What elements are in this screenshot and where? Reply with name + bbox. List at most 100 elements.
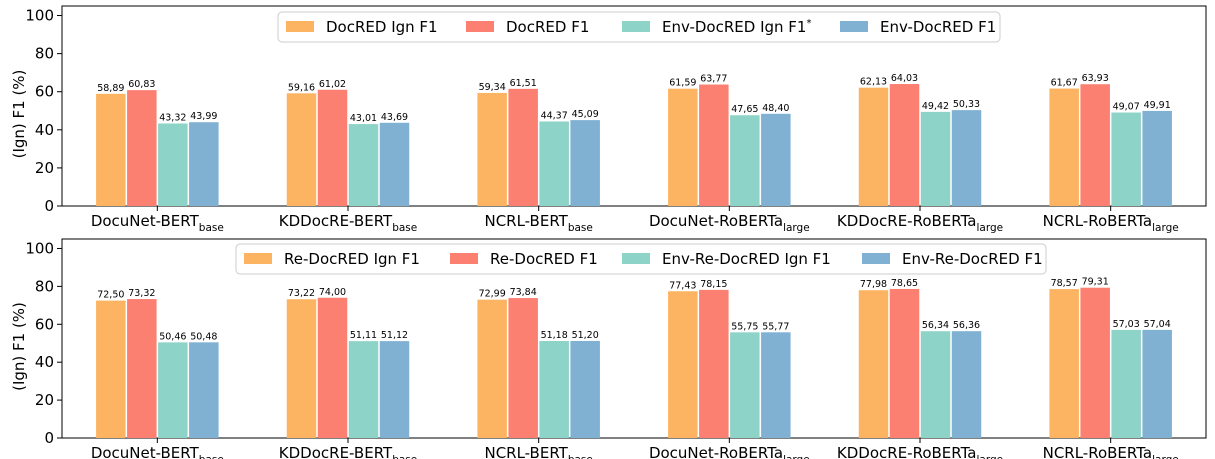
legend-label: Re-DocRED F1: [490, 250, 598, 268]
data-label: 56,36: [953, 320, 980, 331]
y-tick-label: 0: [44, 429, 54, 447]
legend-swatch: [466, 21, 494, 32]
bar: [127, 90, 157, 206]
bar: [858, 87, 889, 206]
category-label: NCRL-RoBERTalarge: [1043, 444, 1179, 459]
data-label: 61,02: [319, 79, 346, 90]
bar: [570, 120, 600, 206]
legend-swatch: [622, 21, 650, 32]
bar: [508, 298, 538, 438]
bar: [348, 124, 379, 206]
bar: [127, 299, 157, 438]
y-tick-label: 20: [35, 391, 54, 409]
data-label: 49,07: [1113, 102, 1140, 113]
bar: [920, 331, 951, 438]
bar: [889, 288, 920, 438]
data-label: 63,77: [700, 74, 727, 85]
data-label: 51,12: [381, 330, 408, 341]
bar: [1111, 112, 1141, 206]
bar: [858, 290, 889, 438]
bar: [1049, 289, 1079, 438]
bar: [920, 111, 951, 206]
bar: [730, 332, 760, 438]
y-axis-title: (Ign) F1 (%): [10, 302, 28, 391]
bar: [96, 93, 126, 206]
bar: [1080, 287, 1110, 438]
data-label: 57,03: [1113, 319, 1140, 330]
y-tick-label: 80: [35, 277, 54, 295]
y-tick-label: 60: [35, 83, 54, 101]
bar: [761, 332, 791, 438]
chart-top: 0 20 40 60 80 100 (Ign) F1 (%) 58,89 60,83 43,32 4…: [10, 5, 1207, 234]
bar: [1142, 329, 1172, 438]
data-label: 60,83: [128, 79, 155, 90]
bar: [96, 300, 126, 438]
data-label: 48,40: [762, 103, 789, 114]
bar: [286, 299, 317, 438]
data-label: 61,67: [1051, 78, 1078, 89]
data-label: 62,13: [860, 77, 887, 88]
data-label: 50,48: [190, 331, 217, 342]
legend-swatch: [862, 253, 890, 264]
legend-label: Re-DocRED Ign F1: [284, 250, 420, 268]
bar: [539, 121, 569, 206]
bar: [539, 341, 569, 438]
data-label: 51,20: [572, 330, 599, 341]
bar: [570, 340, 600, 438]
data-label: 44,37: [541, 110, 568, 121]
data-label: 43,32: [159, 112, 186, 123]
data-label: 63,93: [1082, 73, 1109, 84]
data-label: 61,59: [669, 78, 696, 89]
data-label: 57,04: [1144, 319, 1171, 330]
bar: [889, 84, 920, 206]
data-label: 59,16: [288, 82, 315, 93]
bar: [189, 342, 219, 438]
data-label: 50,33: [953, 99, 980, 110]
legend: DocRED Ign F1 DocRED F1 Env-DocRED Ign F1*…: [277, 11, 1001, 43]
bar: [951, 331, 982, 438]
data-label: 78,57: [1051, 278, 1078, 289]
category-label: NCRL-RoBERTalarge: [1043, 212, 1179, 234]
category-label: NCRL-BERTbase: [484, 212, 592, 234]
legend-label: Env-DocRED F1: [880, 18, 996, 36]
bar: [189, 122, 219, 206]
category-label: DocuNet-BERTbase: [91, 212, 224, 234]
category-label: DocuNet-BERTbase: [91, 444, 224, 459]
data-label: 56,34: [922, 320, 949, 331]
y-axis-title: (Ign) F1 (%): [10, 70, 28, 159]
data-label: 51,18: [541, 330, 568, 341]
bar: [951, 110, 982, 206]
bar: [668, 291, 698, 438]
bar: [761, 113, 791, 206]
legend-label: Env-Re-DocRED F1: [902, 250, 1043, 268]
category-label: DocuNet-RoBERTalarge: [649, 444, 810, 459]
data-label: 77,43: [669, 280, 696, 291]
data-label: 78,15: [700, 279, 727, 290]
bar: [699, 289, 729, 438]
bar: [1049, 88, 1079, 206]
data-label: 79,31: [1082, 277, 1109, 288]
data-label: 49,91: [1144, 100, 1171, 111]
bar: [1142, 110, 1172, 206]
data-label: 50,46: [159, 331, 186, 342]
legend-swatch: [622, 253, 650, 264]
bar: [477, 92, 507, 206]
bar: [317, 89, 348, 206]
y-tick-label: 100: [25, 7, 54, 25]
category-label: DocuNet-RoBERTalarge: [649, 212, 810, 234]
bar: [477, 299, 507, 438]
bar: [379, 122, 410, 206]
data-label: 77,98: [860, 279, 887, 290]
legend-swatch: [244, 253, 272, 264]
legend: Re-DocRED Ign F1 Re-DocRED F1 Env-Re-DocRE…: [235, 243, 1047, 275]
bar: [668, 88, 698, 206]
chart-bottom: 0 20 40 60 80 100 (Ign) F1 (%) 72,50 73,32 50,46 5…: [10, 238, 1207, 459]
y-tick-label: 40: [35, 353, 54, 371]
plot-frame: [61, 238, 1207, 439]
data-label: 72,99: [479, 289, 506, 300]
category-label: KDDocRE-RoBERTalarge: [837, 444, 1003, 459]
category-label: NCRL-BERTbase: [484, 444, 592, 459]
legend-swatch: [286, 21, 314, 32]
y-tick-label: 60: [35, 315, 54, 333]
